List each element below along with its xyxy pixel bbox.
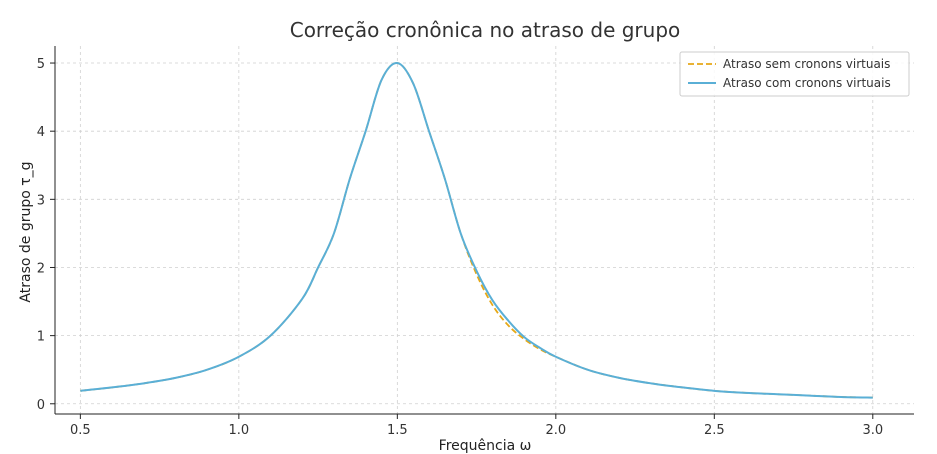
x-tick-label: 1.5	[387, 423, 408, 438]
y-tick-label: 5	[37, 57, 45, 72]
y-axis-label: Atraso de grupo τ_g	[18, 161, 34, 302]
y-tick-label: 0	[37, 398, 45, 413]
y-tick-label: 4	[37, 125, 45, 140]
legend-box	[679, 51, 910, 97]
legend-label-with: Atraso com cronons virtuais	[723, 76, 891, 90]
y-tick-label: 2	[37, 261, 45, 276]
x-tick-label: 3.0	[862, 423, 883, 438]
y-tick-label: 3	[37, 193, 45, 208]
legend: Atraso sem cronons virtuais Atraso com c…	[679, 51, 910, 97]
y-tick-label: 1	[37, 330, 45, 345]
series-line-with	[80, 62, 873, 399]
series-layer	[80, 62, 873, 399]
x-tick-label: 2.0	[545, 423, 566, 438]
series-line-without	[80, 62, 873, 399]
grid	[55, 46, 914, 414]
x-axis-label: Frequência ω	[439, 438, 532, 454]
axes	[50, 46, 914, 419]
tick-labels: 0.5 1.0 1.5 2.0 2.5 3.0 0 1 2 3 4 5	[37, 57, 883, 438]
x-tick-label: 0.5	[70, 423, 91, 438]
chart-title: Correção cronônica no atraso de grupo	[290, 18, 681, 42]
x-tick-label: 1.0	[229, 423, 250, 438]
legend-label-without: Atraso sem cronons virtuais	[723, 57, 890, 71]
x-tick-label: 2.5	[704, 423, 725, 438]
